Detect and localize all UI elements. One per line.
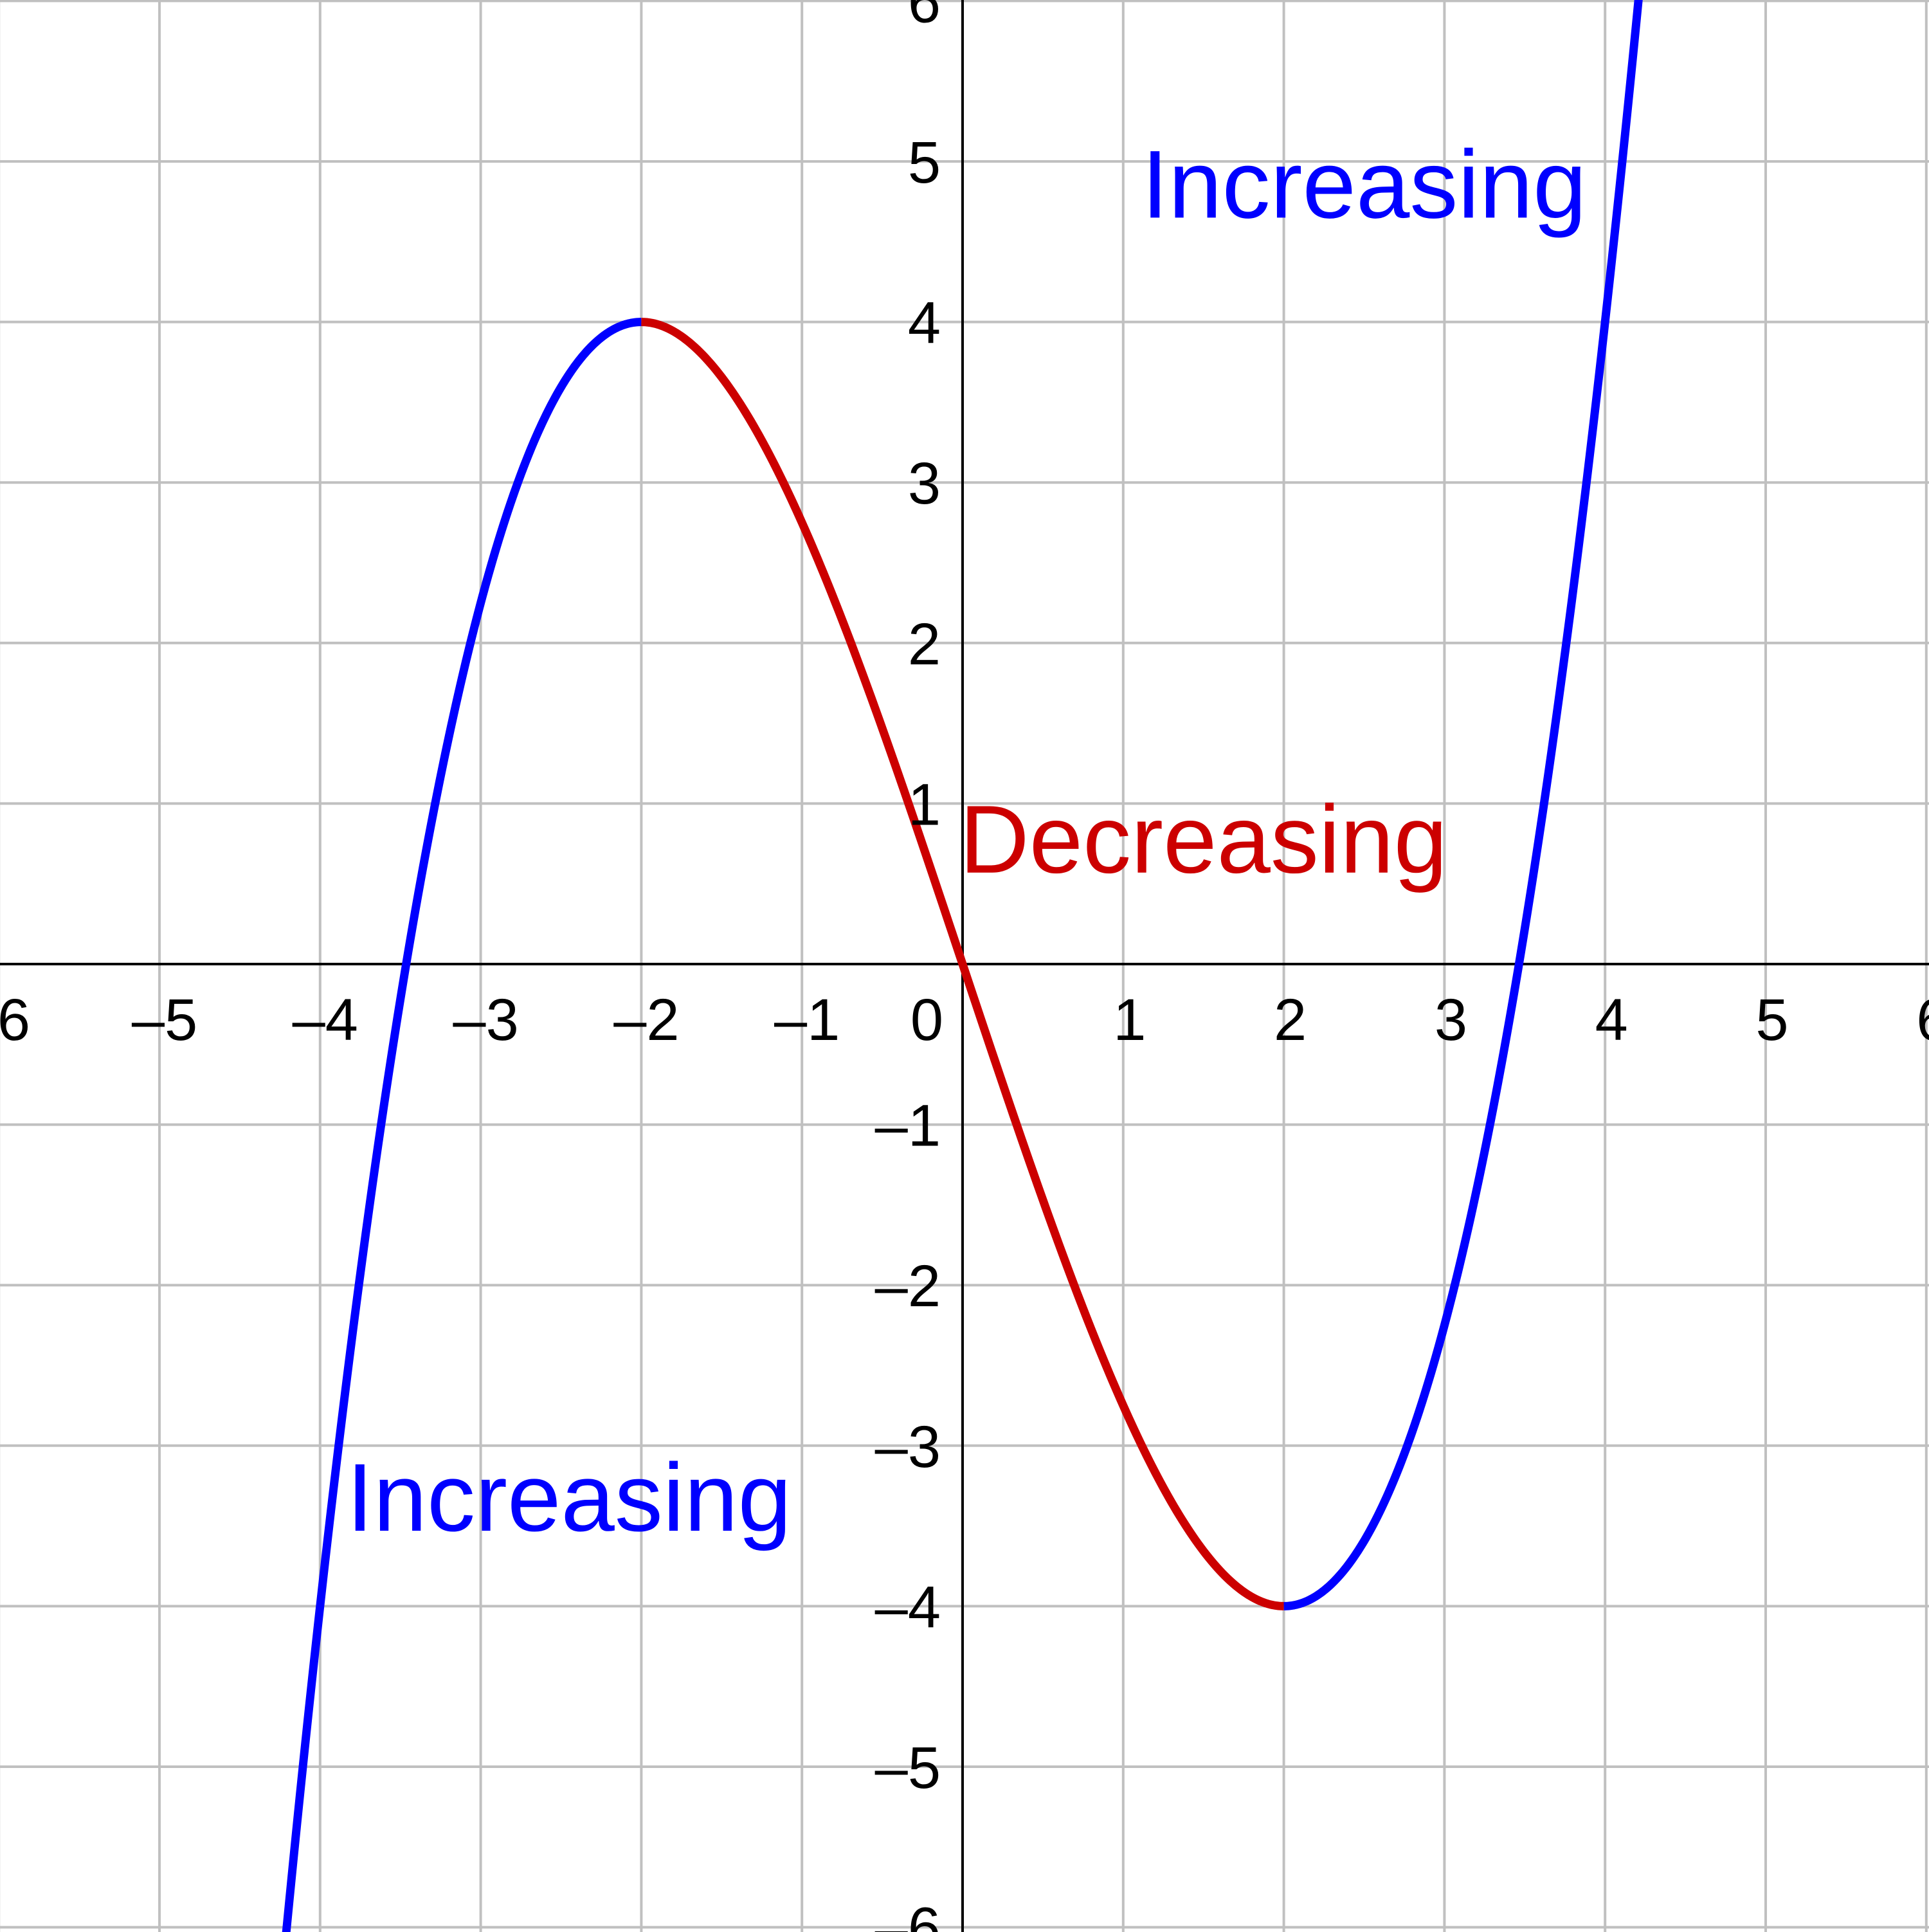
- y-tick-label: –6: [875, 1896, 941, 1932]
- y-tick-label: –3: [875, 1414, 941, 1480]
- y-tick-label: –4: [875, 1574, 941, 1640]
- x-tick-label: –2: [613, 987, 679, 1053]
- x-tick-label: 5: [1755, 987, 1788, 1053]
- curve-decreasing-middle: [640, 318, 1285, 1610]
- curve-increasing-left: [282, 318, 644, 1932]
- x-tick-label: –5: [132, 987, 197, 1053]
- y-tick-label: –5: [875, 1735, 941, 1801]
- x-tick-label: –4: [293, 987, 358, 1053]
- y-tick-label: 2: [908, 612, 941, 677]
- y-tick-label: –1: [875, 1093, 941, 1159]
- x-tick-label: 0: [910, 987, 943, 1053]
- y-tick-labels: 6 5 4 3 2 1 –1 –2 –3 –4 –5 –6: [875, 0, 941, 1932]
- curve-segments: [282, 0, 1643, 1932]
- annotations: Increasing Decreasing Increasing: [347, 130, 1587, 1551]
- x-tick-label: 4: [1595, 987, 1628, 1053]
- y-tick-label: 1: [908, 772, 941, 837]
- decreasing-label: Decreasing: [959, 785, 1447, 893]
- x-tick-label: 1: [1113, 987, 1146, 1053]
- y-tick-label: 6: [908, 0, 941, 35]
- x-tick-label: -6: [0, 987, 30, 1053]
- y-tick-label: 3: [908, 451, 941, 516]
- x-tick-label: 6: [1916, 987, 1929, 1053]
- y-tick-label: 4: [908, 291, 941, 356]
- x-tick-label: –3: [453, 987, 518, 1053]
- curve-increasing-right: [1281, 0, 1643, 1610]
- x-tick-label: 3: [1435, 987, 1467, 1053]
- increasing-right-label: Increasing: [1141, 130, 1586, 238]
- increasing-left-label: Increasing: [347, 1443, 792, 1551]
- y-tick-label: –2: [875, 1253, 941, 1319]
- x-tick-label: 2: [1274, 987, 1307, 1053]
- x-tick-labels: -6 –5 –4 –3 –2 –1 0 1 2 3 4 5 6: [0, 987, 1929, 1053]
- x-tick-label: –1: [774, 987, 840, 1053]
- y-tick-label: 5: [908, 130, 941, 196]
